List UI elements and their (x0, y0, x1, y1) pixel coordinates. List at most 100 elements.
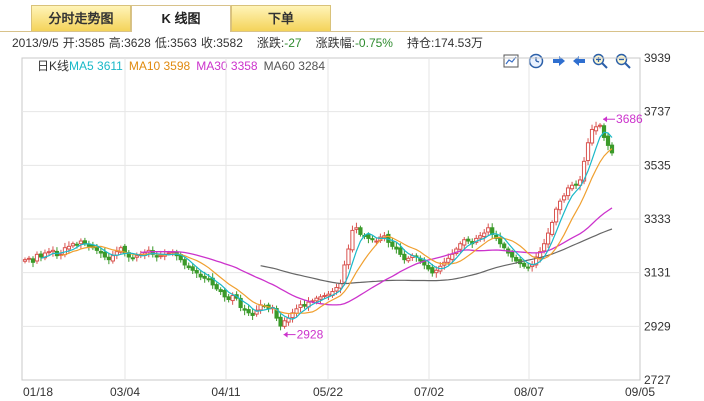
candle-body (270, 306, 275, 310)
position-label: 持仓: (406, 36, 435, 50)
change-label: 涨跌: (256, 36, 285, 50)
candle-body (226, 296, 231, 300)
candle-body (534, 256, 539, 266)
candle-body (609, 144, 615, 154)
tab-intraday[interactable]: 分时走势图 (31, 5, 131, 31)
candle-body (74, 243, 80, 246)
candle-body (326, 293, 331, 297)
clock-icon[interactable] (527, 52, 545, 70)
x-tick-label: 03/04 (110, 385, 140, 399)
candle-body (573, 183, 579, 186)
candle-body (470, 241, 475, 245)
candle-body (406, 257, 411, 262)
candle-body (330, 291, 335, 297)
candle-body (378, 236, 383, 242)
tab-order[interactable]: 下单 (231, 5, 331, 31)
candle-body (182, 259, 187, 266)
candle-body (490, 227, 495, 235)
candle-body (62, 247, 68, 256)
candle-body (246, 309, 251, 314)
ma60-line (260, 228, 613, 285)
candle-body (569, 184, 575, 190)
candle-body (134, 255, 139, 258)
x-tick-label: 09/05 (625, 385, 655, 399)
candle-body (342, 264, 347, 283)
y-tick-label: 3131 (644, 266, 671, 280)
candle-body (422, 259, 427, 266)
candle-body (498, 237, 503, 245)
candle-body (478, 235, 483, 239)
chart-icon[interactable] (502, 52, 520, 70)
arrow-left-icon[interactable] (570, 52, 588, 70)
candle-body (102, 251, 107, 258)
candle-body (114, 251, 119, 256)
x-tick-label: 07/02 (414, 385, 444, 399)
candle-body (514, 257, 519, 262)
y-tick-label: 2727 (644, 373, 671, 387)
annotation-arrowhead (603, 116, 608, 123)
tab-bar: 分时走势图 K 线图 下单 (0, 0, 704, 32)
candle-body (438, 265, 443, 272)
ma5-legend: MA5 3611 (69, 59, 123, 73)
x-tick-label: 04/11 (211, 385, 240, 399)
candle-body (354, 227, 359, 230)
candle-body (454, 248, 459, 255)
candle-body (561, 195, 567, 201)
candle-body (178, 254, 183, 261)
candle-body (318, 296, 323, 300)
candle-body (510, 251, 515, 258)
y-tick-label: 3737 (644, 105, 671, 119)
y-tick-label: 3939 (644, 51, 671, 65)
candle-body (110, 255, 115, 262)
y-tick-label: 2929 (644, 319, 671, 333)
close-value: 3582 (216, 36, 243, 50)
low-annotation: 2928 (297, 328, 324, 342)
ma60-legend: MA60 3284 (263, 59, 325, 73)
x-tick-label: 08/07 (514, 385, 544, 399)
candle-body (306, 301, 311, 308)
candle-body (282, 320, 287, 327)
tab-kline[interactable]: K 线图 (131, 5, 231, 32)
candle-body (398, 247, 403, 255)
ma-legend: 日K线MA5 3611 MA10 3598 MA30 3358 MA60 3284 (37, 57, 331, 74)
candle-body (290, 312, 295, 319)
x-tick-label: 01/18 (23, 385, 53, 399)
candle-body (430, 267, 435, 274)
candle-body (66, 245, 72, 250)
candle-body (170, 251, 175, 254)
zoom-in-icon[interactable] (591, 52, 609, 70)
candle-body (126, 252, 131, 258)
candle-body (338, 283, 343, 289)
position-value: 174.53万 (434, 36, 484, 50)
candle-body (286, 317, 291, 323)
candle-body (258, 304, 263, 311)
candle-body (34, 253, 40, 262)
candle-body (402, 253, 407, 261)
candle-body (390, 241, 395, 247)
candle-body (530, 264, 535, 268)
candle-body (494, 234, 499, 239)
candle-body (585, 142, 591, 162)
candle-body (262, 305, 267, 308)
candle-body (78, 240, 84, 245)
arrow-right-icon[interactable] (550, 52, 568, 70)
candle-body (374, 240, 379, 243)
candle-body (482, 232, 487, 238)
quote-date: 2013/9/5 (12, 36, 59, 50)
candle-body (450, 253, 455, 260)
candle-body (414, 255, 419, 258)
candle-body (162, 253, 167, 257)
close-label: 收: (200, 36, 217, 50)
candle-body (550, 221, 555, 235)
y-tick-label: 3535 (644, 158, 671, 172)
candle-body (70, 243, 76, 247)
candle-body (362, 234, 367, 237)
candle-body (150, 250, 155, 255)
candle-body (601, 125, 607, 138)
candle-body (394, 246, 399, 250)
high-label: 高: (108, 36, 125, 50)
candle-body (266, 304, 271, 310)
zoom-out-icon[interactable] (614, 52, 632, 70)
candle-body (278, 316, 283, 327)
plot-frame (21, 57, 641, 381)
